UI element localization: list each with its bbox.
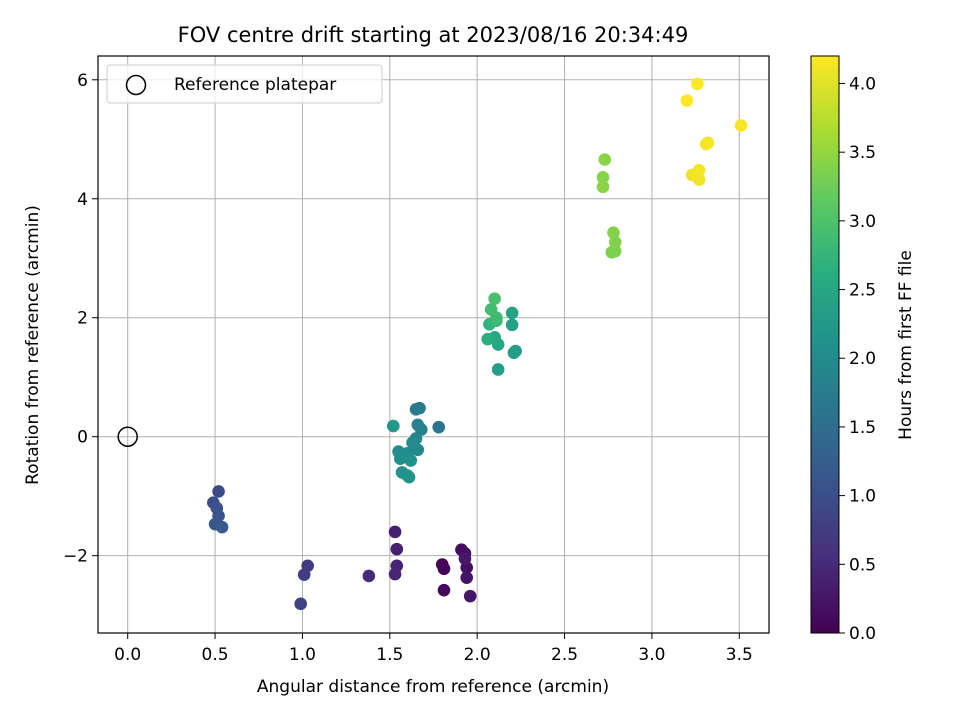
legend-box [106, 64, 383, 104]
colorbar-tick-label: 1.5 [849, 418, 876, 438]
legend: Reference platepar [106, 64, 383, 104]
y-tick-label: 0 [77, 428, 88, 448]
x-axis-ticks: 0.0 0.5 1.0 1.5 2.0 2.5 3.0 3.5 [114, 633, 753, 665]
colorbar-tick-label: 0.5 [849, 555, 876, 575]
data-point [362, 569, 376, 583]
data-point [608, 244, 622, 258]
x-tick-label: 0.0 [114, 645, 141, 665]
data-point [393, 452, 407, 466]
data-point [387, 419, 400, 433]
data-point [460, 571, 474, 584]
colorbar: 0.0 0.5 1.0 1.5 2.0 2.5 3.0 3.5 4.0 Hours from f… [810, 55, 916, 644]
colorbar-tick-label: 2.0 [849, 349, 876, 369]
y-tick-label: −2 [63, 547, 88, 567]
data-point [212, 485, 225, 498]
data-point [691, 77, 704, 91]
data-point [215, 520, 229, 534]
data-point [388, 525, 402, 539]
x-tick-label: 1.5 [376, 645, 403, 665]
x-tick-label: 3.5 [726, 645, 753, 665]
x-tick-label: 3.0 [638, 645, 665, 665]
data-point [596, 180, 610, 194]
data-point [406, 436, 419, 449]
y-tick-label: 2 [77, 309, 88, 329]
data-point [404, 454, 418, 467]
legend-reference-marker [125, 74, 147, 96]
data-point [390, 542, 404, 556]
data-point [692, 163, 706, 177]
data-point [680, 94, 694, 107]
data-point [297, 568, 311, 582]
data-point [402, 470, 416, 484]
x-tick-label: 0.5 [202, 645, 229, 665]
data-point [505, 306, 519, 320]
data-point [463, 589, 477, 603]
colorbar-label: Hours from first FF file [896, 250, 916, 440]
data-point [607, 226, 620, 239]
data-point [699, 137, 713, 151]
legend-entry-reference: Reference platepar [174, 75, 336, 95]
data-point [596, 171, 610, 184]
x-tick-label: 1.0 [289, 645, 316, 665]
grid [98, 56, 769, 633]
data-point [488, 292, 501, 305]
colorbar-tick-label: 3.0 [849, 212, 876, 232]
colorbar-tick-label: 0.0 [849, 624, 876, 644]
y-axis-label: Rotation from reference (arcmin) [23, 205, 43, 485]
y-axis-ticks: −2 0 2 4 6 [63, 71, 98, 567]
data-point [409, 403, 423, 416]
data-point [507, 346, 521, 360]
chart-title: FOV centre drift starting at 2023/08/16 … [178, 23, 689, 47]
data-point [734, 119, 748, 132]
data-point [437, 583, 451, 597]
data-point [608, 235, 622, 249]
colorbar-tick-label: 4.0 [849, 74, 876, 94]
colorbar-tick-label: 3.5 [849, 143, 876, 163]
x-tick-label: 2.0 [464, 645, 491, 665]
data-point [388, 567, 402, 581]
data-point [432, 420, 446, 434]
data-point [481, 332, 494, 346]
data-point [411, 418, 425, 432]
colorbar-tick-label: 1.0 [849, 487, 876, 507]
plot-frame [97, 55, 770, 634]
data-point [491, 363, 505, 376]
colorbar-ticks: 0.0 0.5 1.0 1.5 2.0 2.5 3.0 3.5 4.0 [839, 74, 876, 644]
data-point [598, 153, 612, 166]
y-tick-label: 6 [77, 71, 88, 91]
colorbar-gradient [810, 55, 840, 634]
x-axis-label: Angular distance from reference (arcmin) [257, 677, 609, 697]
data-point [692, 173, 706, 187]
data-point [484, 303, 498, 316]
data-point [505, 318, 519, 332]
colorbar-tick-label: 2.5 [849, 281, 876, 301]
y-tick-label: 4 [77, 190, 88, 210]
data-points [117, 77, 748, 611]
reference-platepar-marker [117, 426, 138, 447]
data-point [437, 562, 451, 576]
x-tick-label: 2.5 [551, 645, 578, 665]
data-point [294, 597, 307, 611]
data-point [458, 552, 472, 565]
